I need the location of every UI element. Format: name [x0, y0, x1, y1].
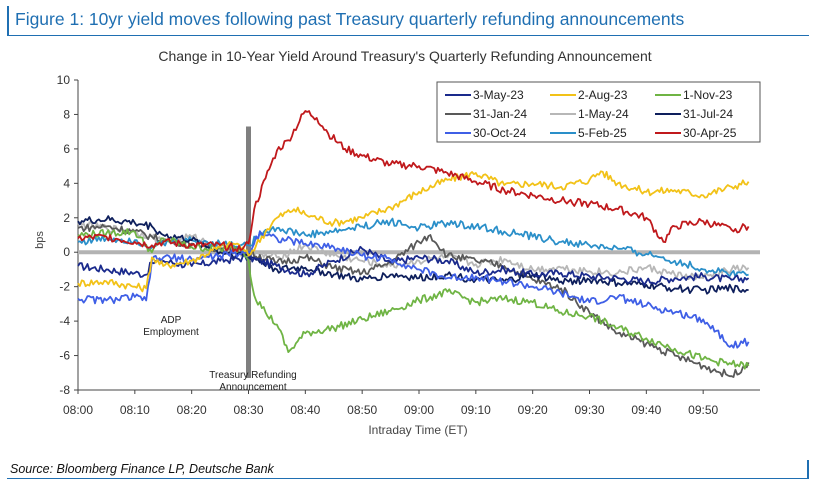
x-axis-label: Intraday Time (ET): [368, 423, 467, 437]
annotation-label: Announcement: [219, 382, 286, 393]
y-tick-label: 0: [63, 245, 70, 259]
x-tick-label: 09:00: [404, 403, 434, 417]
series-line-1-nov-23: [77, 228, 750, 370]
y-axis-label: bps: [34, 231, 46, 249]
series-line-31-jul-24: [77, 215, 749, 295]
figure-title: Figure 1: 10yr yield moves following pas…: [15, 9, 685, 29]
series-line-5-feb-25: [77, 217, 749, 278]
x-tick-label: 09:30: [574, 403, 604, 417]
x-tick-label: 08:50: [347, 403, 377, 417]
x-tick-label: 08:40: [290, 403, 320, 417]
y-tick-label: -4: [59, 314, 70, 328]
x-tick-label: 09:20: [518, 403, 548, 417]
plot-area: -8 -6 -4 -2 0 2 4 6 8 10 08:00 08:10 08:20 08:30 08:40…: [57, 73, 761, 417]
series-line-30-apr-25: [77, 110, 750, 253]
source-note: Source: Bloomberg Finance LP, Deutsche B…: [10, 462, 274, 476]
chart-title: Change in 10-Year Yield Around Treasury'…: [158, 48, 651, 64]
legend-label: 30-Apr-25: [683, 126, 737, 140]
x-tick-label: 08:00: [63, 403, 93, 417]
legend-label: 3-May-23: [473, 88, 524, 102]
yield-line-chart: Change in 10-Year Yield Around Treasury'…: [34, 48, 761, 437]
legend-label: 31-Jan-24: [473, 107, 527, 121]
x-tick-label: 09:10: [461, 403, 491, 417]
legend-box: [436, 81, 761, 143]
y-tick-label: 6: [63, 142, 70, 156]
series-line-2-aug-23: [77, 170, 750, 293]
x-tick-label: 08:10: [120, 403, 150, 417]
y-tick-label: 10: [57, 73, 71, 87]
annotation-label: Employment: [143, 327, 199, 338]
annotation-label: Treasury Refunding: [209, 370, 296, 381]
x-tick-label: 08:20: [177, 403, 207, 417]
legend-label: 31-Jul-24: [683, 107, 733, 121]
bottom-rule: [7, 478, 809, 479]
chart-container: Change in 10-Year Yield Around Treasury'…: [0, 38, 817, 443]
x-tick-label: 08:30: [233, 403, 263, 417]
y-tick-label: 8: [63, 107, 70, 121]
y-tick-label: -2: [59, 280, 70, 294]
series-line-30-oct-24: [77, 230, 750, 349]
y-tick-label: 4: [63, 176, 70, 190]
x-tick-label: 09:40: [631, 403, 661, 417]
legend-label: 1-May-24: [578, 107, 629, 121]
y-tick-label: -8: [59, 383, 70, 397]
x-tick-label: 09:50: [688, 403, 718, 417]
legend-label: 30-Oct-24: [473, 126, 527, 140]
series-line-31-jan-24: [77, 223, 750, 378]
legend-label: 1-Nov-23: [683, 88, 733, 102]
annotation-label: ADP: [161, 315, 182, 326]
legend-label: 5-Feb-25: [578, 126, 627, 140]
y-tick-label: -6: [59, 349, 70, 363]
right-accent-tick: [807, 460, 809, 479]
figure-title-bar: Figure 1: 10yr yield moves following pas…: [7, 6, 809, 36]
legend-label: 2-Aug-23: [578, 88, 628, 102]
y-tick-label: 2: [63, 211, 70, 225]
